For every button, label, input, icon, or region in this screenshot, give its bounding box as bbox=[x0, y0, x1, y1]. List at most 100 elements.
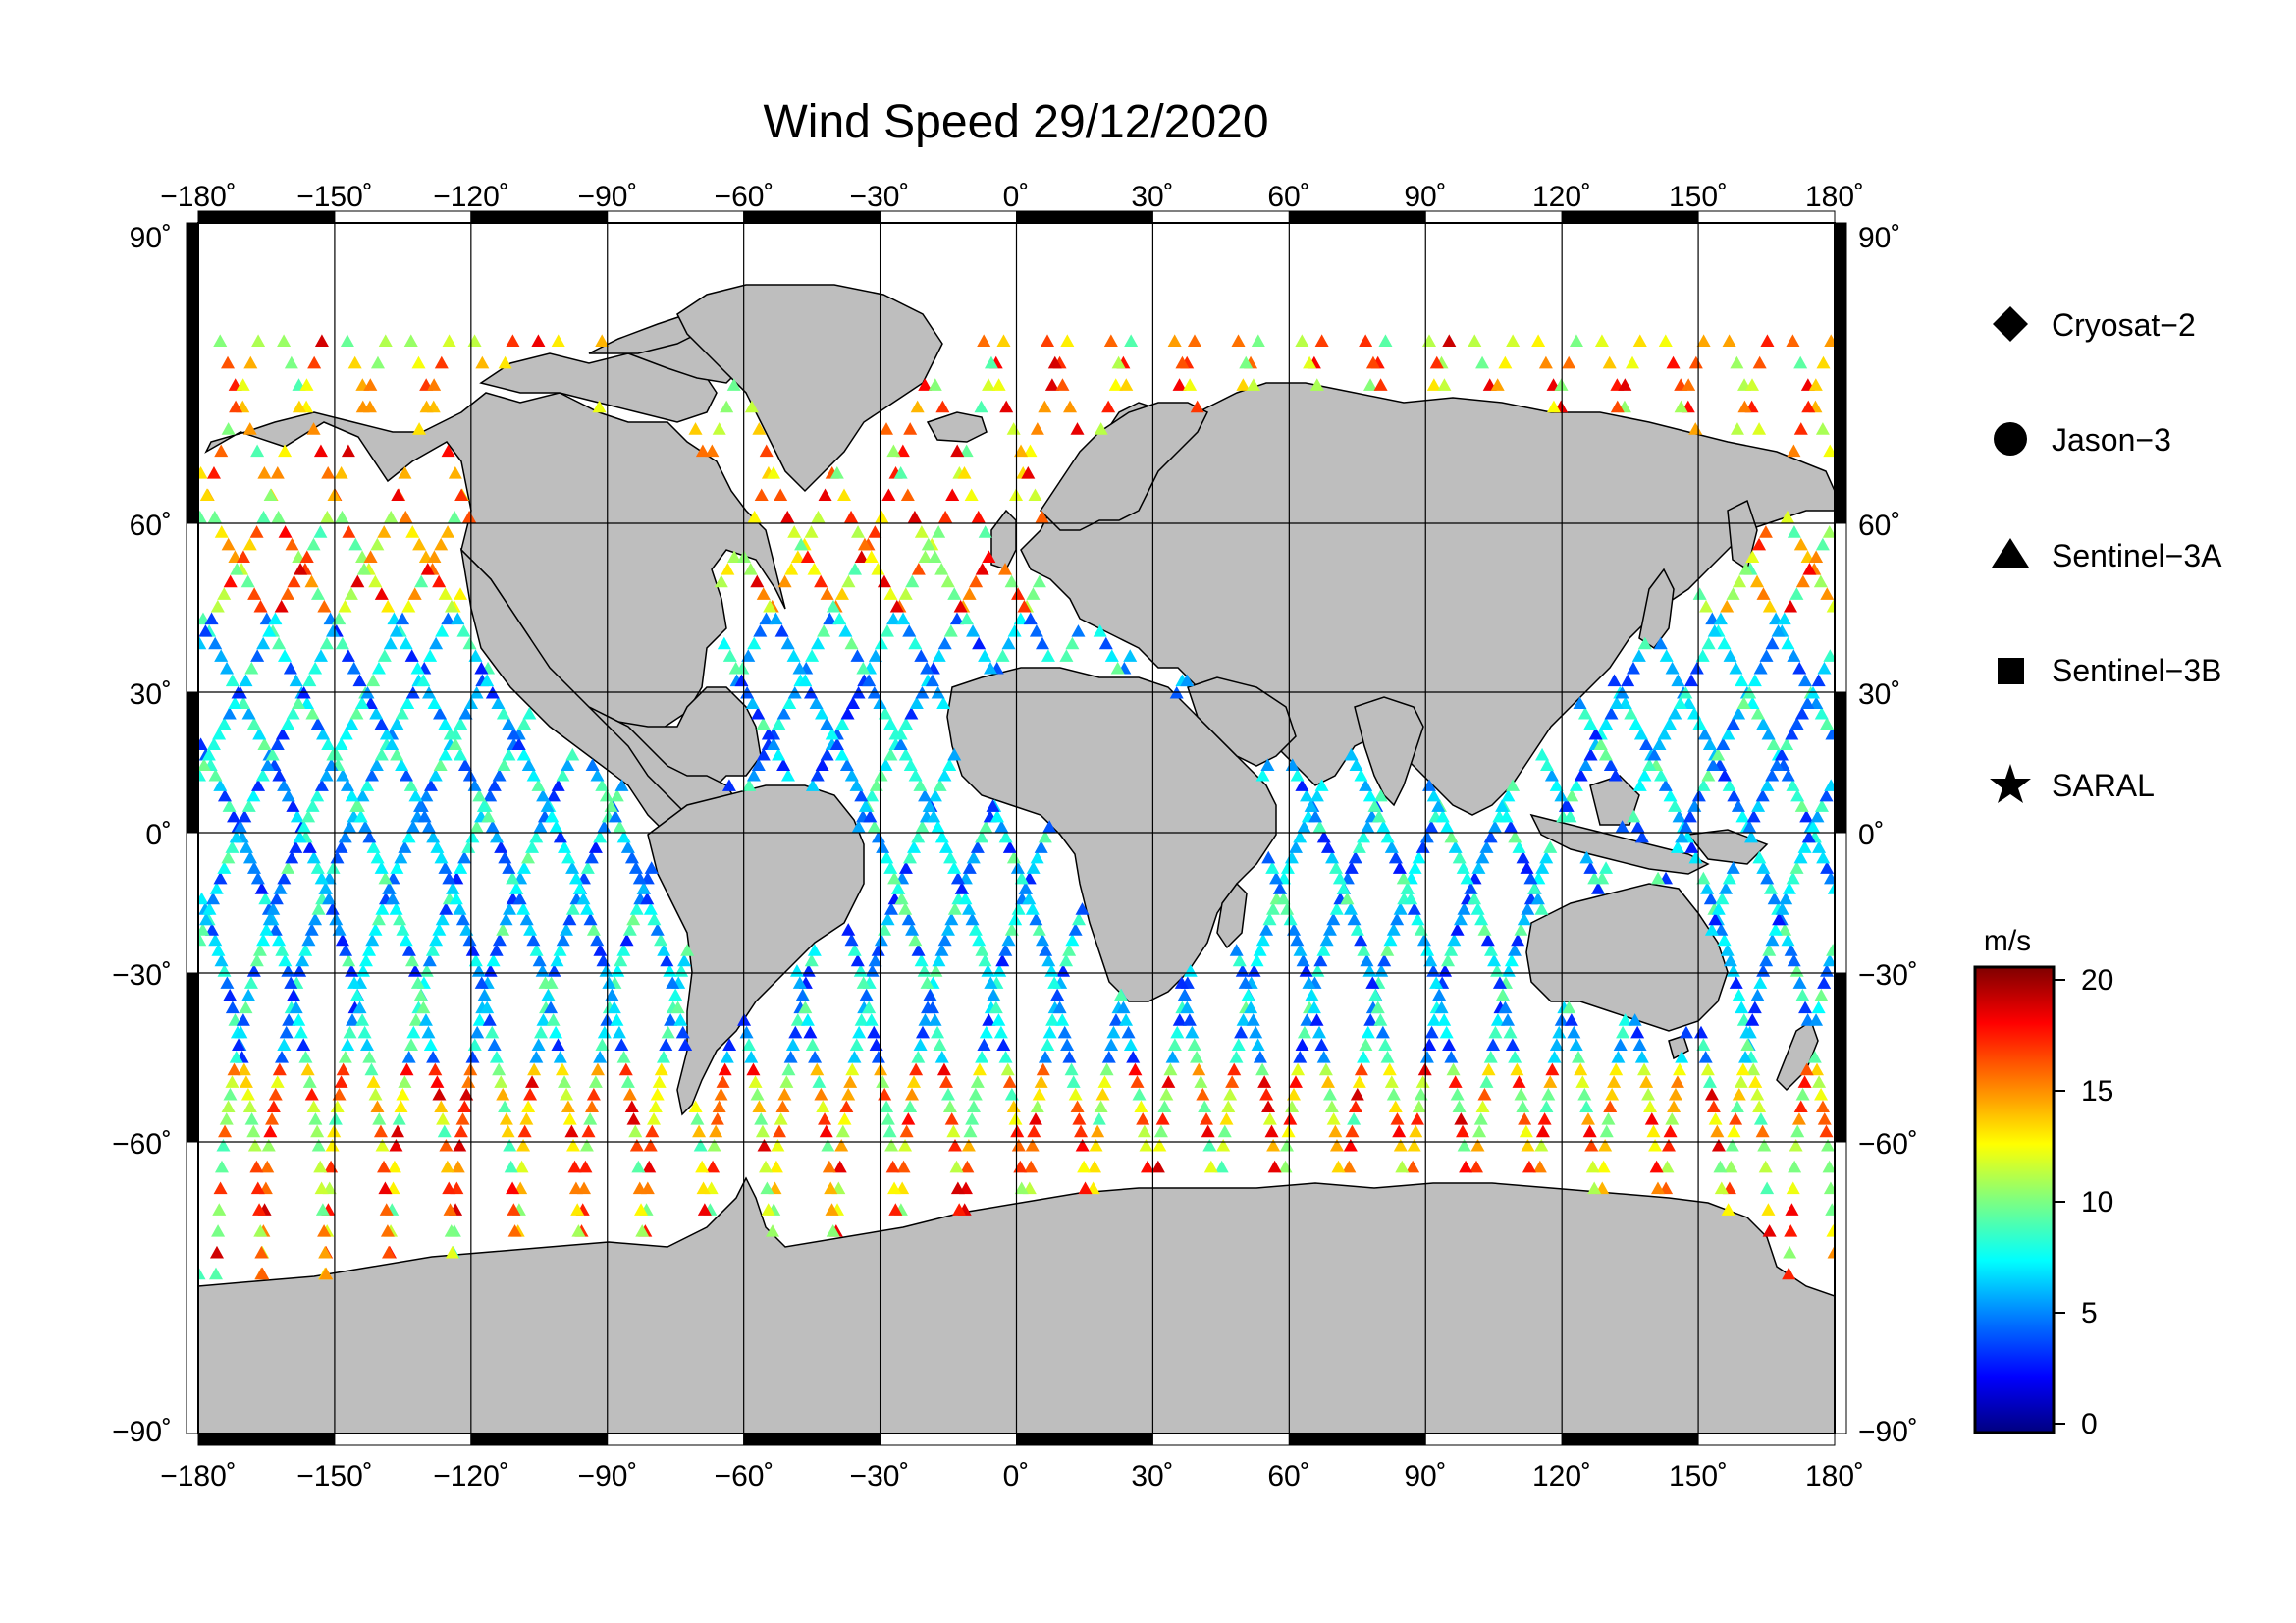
land-africa bbox=[946, 667, 1277, 1002]
track-marker bbox=[406, 1025, 421, 1039]
track-marker bbox=[1823, 1181, 1835, 1195]
track-marker bbox=[1653, 636, 1668, 650]
track-marker bbox=[1190, 1051, 1204, 1063]
track-marker bbox=[404, 649, 419, 662]
track-marker bbox=[256, 933, 271, 947]
track-marker bbox=[998, 830, 1013, 843]
track-marker bbox=[1609, 1062, 1624, 1076]
track-marker bbox=[1735, 1062, 1750, 1076]
track-marker bbox=[780, 768, 795, 782]
track-marker bbox=[330, 1100, 345, 1113]
track-marker bbox=[296, 820, 311, 833]
track-marker bbox=[228, 696, 242, 710]
track-marker bbox=[403, 779, 418, 791]
track-marker bbox=[982, 1013, 996, 1026]
track-marker bbox=[1052, 1001, 1067, 1014]
frame-segment-left bbox=[186, 691, 199, 834]
track-marker bbox=[1480, 933, 1495, 947]
star-icon bbox=[1990, 764, 2031, 803]
track-marker bbox=[1641, 1087, 1656, 1101]
track-marker bbox=[643, 1138, 658, 1152]
track-marker bbox=[962, 902, 977, 915]
track-marker bbox=[292, 1013, 306, 1026]
track-marker bbox=[426, 830, 441, 843]
track-marker bbox=[783, 1051, 798, 1063]
track-marker bbox=[1014, 444, 1029, 458]
track-marker bbox=[1392, 1124, 1407, 1138]
track-marker bbox=[878, 706, 892, 720]
track-marker bbox=[576, 892, 591, 905]
track-marker bbox=[1759, 649, 1774, 662]
track-marker bbox=[965, 1112, 980, 1125]
track-marker bbox=[1108, 378, 1123, 391]
track-marker bbox=[310, 717, 325, 730]
track-marker bbox=[1624, 706, 1638, 720]
track-marker bbox=[428, 768, 443, 782]
track-marker bbox=[395, 706, 409, 720]
track-marker bbox=[995, 649, 1010, 662]
track-marker bbox=[843, 1075, 858, 1088]
track-marker bbox=[1725, 1138, 1739, 1152]
track-marker bbox=[284, 355, 298, 369]
track-marker bbox=[217, 861, 232, 874]
track-marker bbox=[1255, 768, 1270, 782]
track-marker bbox=[382, 882, 397, 894]
track-marker bbox=[1745, 696, 1760, 710]
track-marker bbox=[498, 355, 512, 369]
track-marker bbox=[209, 1245, 224, 1259]
lat-label-left: −90˚ bbox=[112, 1416, 172, 1448]
satellite-tracks bbox=[198, 334, 1835, 1280]
frame-segment-bottom bbox=[334, 1433, 472, 1446]
track-marker bbox=[1495, 799, 1510, 812]
track-marker bbox=[522, 706, 537, 720]
track-marker bbox=[306, 1100, 321, 1113]
track-marker bbox=[1409, 1124, 1423, 1138]
track-marker bbox=[1615, 820, 1629, 833]
track-marker bbox=[314, 779, 329, 791]
track-marker bbox=[1791, 1112, 1806, 1125]
track-marker bbox=[914, 525, 929, 538]
track-marker bbox=[408, 788, 423, 802]
track-marker bbox=[1419, 1051, 1434, 1063]
track-marker bbox=[472, 1013, 487, 1026]
track-marker bbox=[774, 488, 788, 502]
lat-label-left: 90˚ bbox=[130, 222, 172, 254]
track-marker bbox=[434, 850, 449, 864]
track-marker bbox=[1361, 820, 1375, 833]
track-marker bbox=[571, 1224, 586, 1237]
track-marker bbox=[1342, 1160, 1357, 1173]
track-marker bbox=[310, 587, 325, 600]
track-marker bbox=[1312, 1025, 1327, 1039]
track-marker bbox=[1223, 1087, 1238, 1101]
track-marker bbox=[1827, 882, 1835, 894]
track-marker bbox=[434, 355, 449, 369]
track-marker bbox=[1479, 1075, 1494, 1088]
track-marker bbox=[250, 649, 265, 662]
track-marker bbox=[650, 923, 665, 936]
track-marker bbox=[1331, 1160, 1346, 1173]
track-marker bbox=[774, 624, 789, 637]
track-marker bbox=[642, 1160, 657, 1173]
track-marker bbox=[311, 902, 326, 915]
track-marker bbox=[1607, 1075, 1622, 1088]
track-marker bbox=[874, 933, 888, 947]
track-marker bbox=[222, 799, 237, 812]
track-marker bbox=[867, 820, 881, 833]
track-marker bbox=[251, 779, 266, 791]
track-marker bbox=[570, 1203, 585, 1216]
track-marker bbox=[332, 1087, 347, 1101]
track-marker bbox=[1707, 624, 1722, 637]
track-marker bbox=[1634, 1051, 1649, 1063]
track-marker bbox=[1501, 788, 1516, 802]
track-marker bbox=[1265, 861, 1280, 874]
track-marker bbox=[1108, 1013, 1123, 1026]
track-marker bbox=[590, 1062, 605, 1076]
track-marker bbox=[1675, 1051, 1689, 1063]
frame-segment-bottom bbox=[607, 1433, 745, 1446]
track-marker bbox=[622, 923, 637, 936]
track-marker bbox=[560, 923, 574, 936]
track-marker bbox=[362, 830, 377, 843]
track-marker bbox=[628, 1124, 643, 1138]
track-marker bbox=[834, 1138, 849, 1152]
track-marker bbox=[419, 788, 434, 802]
